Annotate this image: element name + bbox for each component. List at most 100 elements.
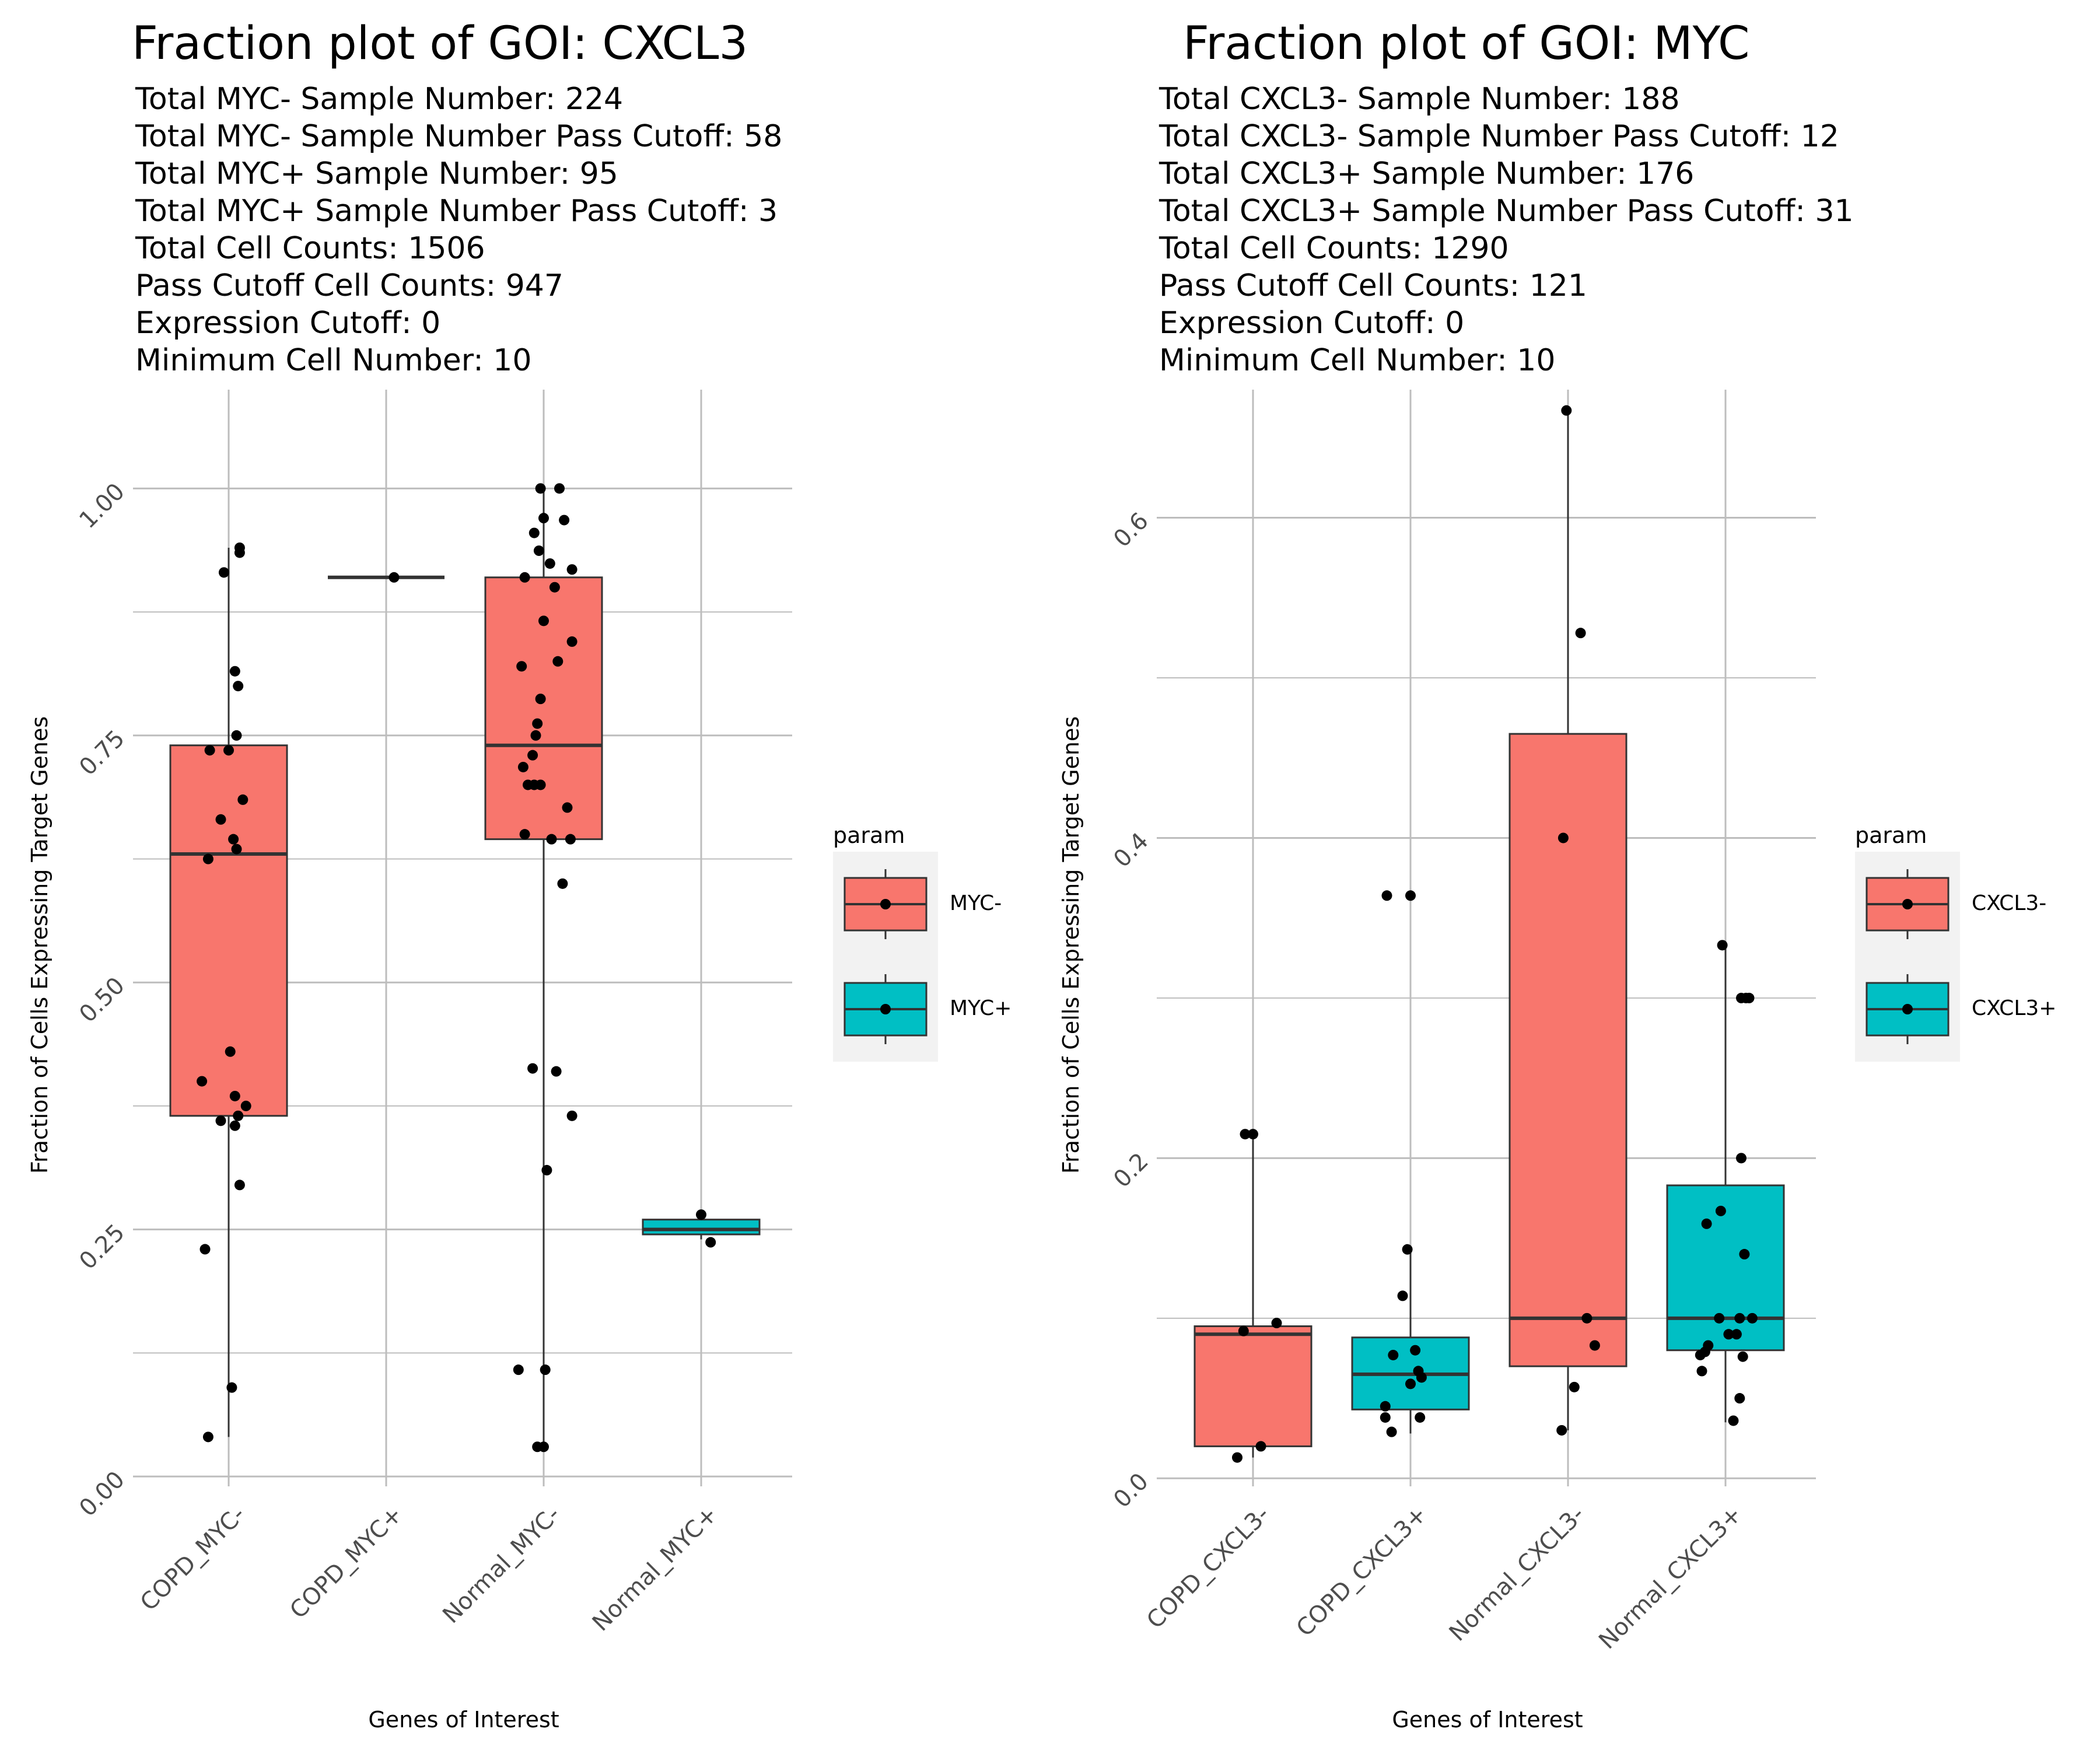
data-point bbox=[1581, 1312, 1592, 1324]
data-point bbox=[566, 564, 578, 575]
data-point bbox=[1558, 832, 1569, 844]
data-point bbox=[519, 829, 530, 840]
legend-label-a: CXCL3- bbox=[1972, 891, 2047, 915]
jitter-points bbox=[1232, 405, 1758, 1463]
data-point bbox=[513, 1364, 524, 1376]
data-point bbox=[234, 547, 245, 558]
data-point bbox=[1589, 1340, 1600, 1351]
data-point bbox=[565, 834, 576, 845]
data-point bbox=[1415, 1412, 1426, 1423]
data-point bbox=[231, 844, 242, 855]
stats-block: Total MYC- Sample Number: 224 Total MYC-… bbox=[135, 80, 782, 379]
data-point bbox=[528, 527, 540, 538]
data-point bbox=[535, 694, 546, 705]
data-point bbox=[517, 761, 528, 772]
stat-line: Total MYC- Sample Number: 224 bbox=[135, 82, 624, 117]
data-point bbox=[1556, 1424, 1567, 1436]
data-point bbox=[226, 1382, 237, 1393]
data-point bbox=[197, 1076, 208, 1087]
data-point bbox=[1744, 992, 1755, 1003]
data-point bbox=[1381, 890, 1392, 901]
box-COPD_CXCL3- bbox=[1194, 1134, 1312, 1458]
x-tick-label: COPD_MYC- bbox=[135, 1501, 251, 1616]
data-point bbox=[533, 545, 544, 556]
data-point bbox=[1561, 405, 1572, 416]
data-point bbox=[229, 666, 240, 677]
x-tick-label: COPD_CXCL3- bbox=[1142, 1501, 1275, 1634]
box-body bbox=[1194, 1325, 1312, 1447]
data-point bbox=[1746, 1312, 1758, 1324]
data-point bbox=[559, 514, 570, 526]
x-tick-label: COPD_CXCL3+ bbox=[1292, 1501, 1433, 1642]
y-tick-label: 0.50 bbox=[74, 972, 130, 1028]
left-panel: Fraction plot of GOI: CXCL3 Total MYC- S… bbox=[27, 18, 1012, 1732]
data-point bbox=[519, 572, 530, 583]
stat-line: Total CXCL3- Sample Number: 188 bbox=[1159, 82, 1680, 117]
y-tick-label: 0.0 bbox=[1108, 1468, 1154, 1514]
box-body bbox=[169, 744, 288, 1117]
data-point bbox=[554, 483, 565, 494]
legend-title: param bbox=[1855, 822, 1927, 848]
data-point bbox=[240, 1100, 251, 1111]
legend-label-b: CXCL3+ bbox=[1972, 996, 2057, 1020]
data-point bbox=[551, 1066, 562, 1077]
data-point bbox=[1714, 1312, 1725, 1324]
data-point bbox=[532, 718, 543, 729]
x-tick-label: Normal_MYC+ bbox=[587, 1501, 723, 1637]
stat-line: Minimum Cell Number: 10 bbox=[1159, 343, 1556, 378]
data-point bbox=[1238, 1325, 1249, 1336]
data-point bbox=[1715, 1205, 1726, 1216]
legend-label-a: MYC- bbox=[950, 891, 1002, 915]
stat-line: Total Cell Counts: 1290 bbox=[1159, 231, 1509, 266]
data-point bbox=[231, 730, 242, 741]
data-point bbox=[516, 661, 527, 672]
data-point bbox=[566, 636, 578, 647]
data-point bbox=[1734, 1312, 1745, 1324]
box-Normal_MYC- bbox=[484, 488, 603, 1447]
x-tick-label: Normal_CXCL3+ bbox=[1594, 1501, 1747, 1654]
y-axis-label: Fraction of Cells Expressing Target Gene… bbox=[27, 716, 52, 1174]
data-point bbox=[1701, 1218, 1712, 1229]
data-point bbox=[705, 1237, 716, 1248]
data-point bbox=[1739, 1249, 1750, 1260]
box-body bbox=[642, 1219, 761, 1236]
data-point bbox=[1380, 1401, 1391, 1412]
x-tick-label: Normal_CXCL3- bbox=[1444, 1501, 1590, 1647]
right-panel: Fraction plot of GOI: MYC Total CXCL3- S… bbox=[1050, 0, 2100, 1750]
stat-line: Total CXCL3+ Sample Number Pass Cutoff: … bbox=[1159, 194, 1854, 229]
stat-line: Total MYC+ Sample Number: 95 bbox=[135, 156, 618, 191]
legend-label-b: MYC+ bbox=[950, 996, 1012, 1020]
stat-line: Total Cell Counts: 1506 bbox=[135, 231, 485, 266]
legend-keys: MYC- MYC+ bbox=[833, 852, 1012, 1062]
data-point bbox=[200, 1244, 211, 1255]
box-Normal_CXCL3- bbox=[1508, 410, 1628, 1430]
data-point bbox=[535, 483, 546, 494]
legend-keys: CXCL3- CXCL3+ bbox=[1855, 852, 2056, 1062]
data-point bbox=[1737, 1351, 1748, 1362]
data-point bbox=[549, 582, 560, 593]
data-point bbox=[202, 1432, 214, 1443]
box-body bbox=[1508, 733, 1628, 1367]
data-point bbox=[696, 1209, 706, 1220]
data-point bbox=[544, 558, 555, 569]
stat-line: Total MYC- Sample Number Pass Cutoff: 58 bbox=[135, 119, 783, 154]
data-point bbox=[225, 1046, 236, 1057]
y-tick-label: 0.00 bbox=[74, 1466, 130, 1522]
data-point bbox=[229, 1120, 240, 1131]
data-point bbox=[1271, 1318, 1282, 1329]
y-tick-label: 0.25 bbox=[74, 1219, 130, 1275]
x-tick-label: COPD_MYC+ bbox=[285, 1501, 408, 1624]
y-axis-label: Fraction of Cells Expressing Target Gene… bbox=[1058, 716, 1084, 1174]
box-Normal_CXCL3+ bbox=[1666, 945, 1785, 1423]
data-point bbox=[1255, 1441, 1266, 1452]
chart-title: Fraction plot of GOI: CXCL3 bbox=[132, 18, 748, 70]
data-point bbox=[1696, 1366, 1707, 1377]
data-point bbox=[1232, 1452, 1242, 1463]
data-point bbox=[1736, 1153, 1746, 1164]
data-point bbox=[557, 878, 568, 889]
jitter-points bbox=[197, 483, 716, 1452]
box-COPD_CXCL3+ bbox=[1351, 1249, 1470, 1434]
data-point bbox=[530, 730, 541, 741]
data-point bbox=[1717, 940, 1728, 951]
